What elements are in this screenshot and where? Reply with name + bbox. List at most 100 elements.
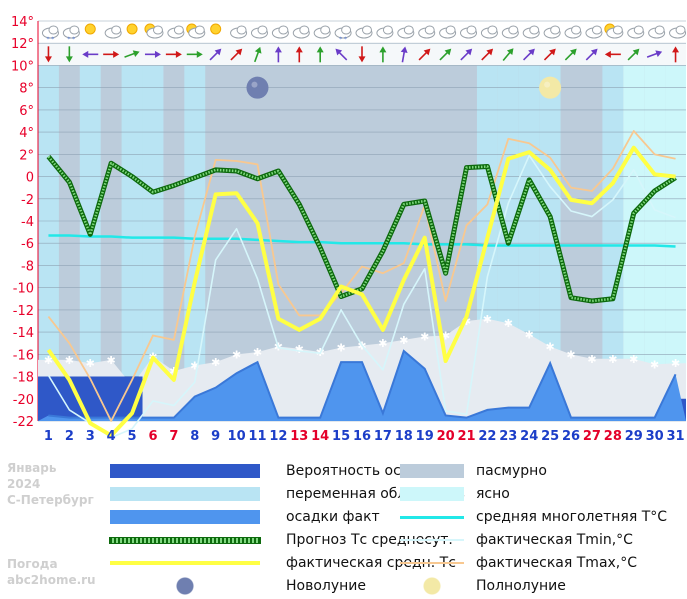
cloud-puff xyxy=(591,25,602,35)
new-moon-icon-disc xyxy=(246,76,269,99)
wind-arrow-head xyxy=(154,50,161,58)
cloud-icon xyxy=(669,25,687,39)
x-tick-label: 27 xyxy=(583,429,601,444)
cloud-icon xyxy=(313,25,331,39)
cloud-puff xyxy=(487,25,498,35)
cloud-icon xyxy=(439,25,457,39)
x-tick-label: 2 xyxy=(65,429,74,444)
y-tick-label: 12° xyxy=(11,37,34,52)
wind-arrow-icon xyxy=(144,50,161,58)
x-tick-label: 19 xyxy=(416,429,434,444)
tmax-line xyxy=(47,130,676,422)
cloud-icon xyxy=(627,25,645,39)
x-tick-label: 3 xyxy=(86,429,95,444)
legend-swatch-norm xyxy=(400,515,464,519)
legend-label-clear: ясно xyxy=(476,486,510,502)
x-tick-label: 10 xyxy=(228,429,246,444)
wind-arrow-icon xyxy=(103,50,120,58)
snow-mark: * * xyxy=(46,36,54,43)
cloud-puff xyxy=(194,25,205,35)
legend-swatch-tmin xyxy=(400,539,464,541)
snowflake-mark: ✱ xyxy=(525,328,534,341)
cloud-icon xyxy=(230,25,248,39)
wind-arrow-icon xyxy=(604,50,621,58)
legend-label-forecast: Прогноз Тс среднесут. xyxy=(286,532,453,548)
wind-arrow-head xyxy=(358,56,366,63)
x-tick-label: 7 xyxy=(169,429,178,444)
legend-swatch-cloudy xyxy=(400,464,464,478)
sidebar-city: С-Петербург xyxy=(7,493,94,507)
wind-arrow-head xyxy=(175,50,182,58)
wind-arrow-icon xyxy=(358,46,366,63)
wind-arrow-icon xyxy=(627,48,640,61)
y-tick-label: -20 xyxy=(13,393,34,408)
x-tick-label: 12 xyxy=(269,429,287,444)
wind-arrow-icon xyxy=(481,48,494,61)
legend-label-fullmoon: Полнолуние xyxy=(476,578,566,594)
x-tick-label: 28 xyxy=(604,429,622,444)
y-tick-label: -16 xyxy=(13,348,34,363)
wind-arrow-head xyxy=(569,48,577,56)
cloud-icon xyxy=(376,25,394,39)
snowflake-mark: ✱ xyxy=(399,334,408,347)
wind-arrow-icon xyxy=(439,48,452,61)
wind-arrow-head xyxy=(549,48,556,56)
snowflake-mark: ✱ xyxy=(420,331,429,344)
y-tick-label: 2° xyxy=(19,148,34,163)
wind-arrow-icon xyxy=(585,48,598,61)
legend-item-forecast: Прогноз Тс среднесут. xyxy=(109,530,453,550)
wind-arrow-icon xyxy=(44,46,52,63)
x-tick-label: 8 xyxy=(190,429,199,444)
new-moon-icon-crater xyxy=(251,81,258,88)
wind-arrow-icon xyxy=(502,48,514,61)
wind-arrow-head xyxy=(655,50,663,57)
wind-arrow-head xyxy=(528,48,535,56)
cloud-puff xyxy=(69,25,80,35)
sun-icon xyxy=(210,23,222,35)
cloud-icon xyxy=(104,25,122,39)
y-tick-label: 8° xyxy=(19,82,34,97)
wind-arrow-icon xyxy=(400,46,408,63)
wind-arrow-head xyxy=(444,48,452,56)
legend-label-tmin: фактическая Tmin,°C xyxy=(476,532,633,548)
cloud-puff xyxy=(424,25,435,35)
cloud-snow-icon: * * xyxy=(62,25,80,43)
x-tick-label: 15 xyxy=(332,429,350,444)
cloud-puff xyxy=(675,25,686,35)
y-tick-label: -22 xyxy=(13,415,34,430)
cloud-icon xyxy=(271,25,289,39)
cloud-puff xyxy=(173,25,184,35)
legend-swatch-fullmoon xyxy=(400,577,464,595)
wind-arrow-head xyxy=(274,46,282,53)
wind-arrow-head xyxy=(486,48,494,56)
wind-arrow-head xyxy=(423,48,431,56)
cloud-puff xyxy=(236,25,247,35)
snowflake-mark: ✱ xyxy=(295,343,304,356)
y-tick-label: -14 xyxy=(13,326,34,341)
wind-arrow-icon xyxy=(209,48,222,61)
y-tick-label: -2 xyxy=(21,193,34,208)
wind-arrow-head xyxy=(295,46,303,53)
wind-arrow-head xyxy=(235,48,243,56)
cloud-puff xyxy=(466,25,477,35)
cloud-puff xyxy=(341,25,352,35)
y-tick-label: 0 xyxy=(26,171,34,186)
cloud-puff xyxy=(529,25,540,35)
wind-arrow-head xyxy=(82,50,89,58)
sidebar-site-2: abc2home.ru xyxy=(7,573,96,587)
x-tick-label: 17 xyxy=(374,429,392,444)
wind-arrow-icon xyxy=(523,48,535,61)
cloud-icon xyxy=(585,25,603,39)
full-moon-icon xyxy=(539,76,562,99)
cloud-puff xyxy=(278,25,289,35)
cloud-puff xyxy=(612,25,623,35)
cloud-puff xyxy=(48,25,59,35)
snowflake-mark: ✱ xyxy=(107,354,116,367)
cloud-puff xyxy=(382,25,393,35)
x-tick-label: 29 xyxy=(625,429,643,444)
wind-arrow-icon xyxy=(65,46,73,63)
wind-arrow-icon xyxy=(253,46,262,63)
wind-arrow-head xyxy=(465,48,473,56)
legend-item-tmin: фактическая Tmin,°C xyxy=(400,530,633,550)
x-tick-label: 31 xyxy=(667,429,685,444)
